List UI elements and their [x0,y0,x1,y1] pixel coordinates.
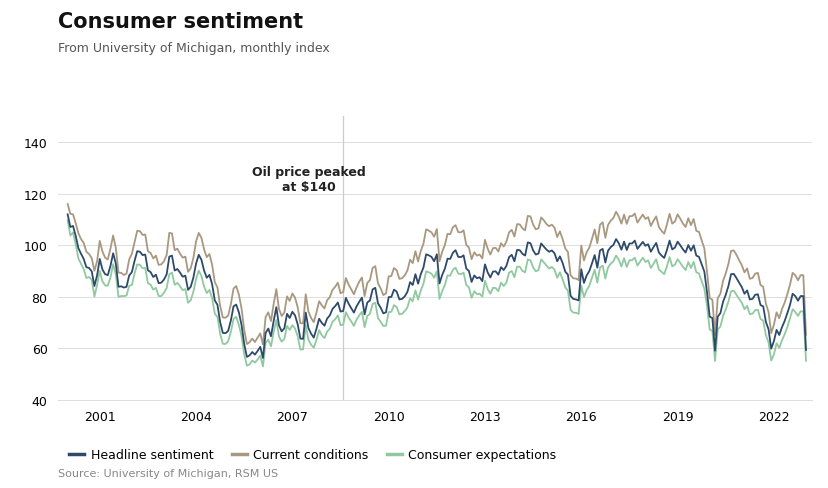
Text: From University of Michigan, monthly index: From University of Michigan, monthly ind… [58,41,330,55]
Text: Oil price peaked
at $140: Oil price peaked at $140 [251,166,365,194]
Text: Consumer sentiment: Consumer sentiment [58,12,303,32]
Legend: Headline sentiment, Current conditions, Consumer expectations: Headline sentiment, Current conditions, … [65,443,561,466]
Text: Source: University of Michigan, RSM US: Source: University of Michigan, RSM US [58,468,278,478]
